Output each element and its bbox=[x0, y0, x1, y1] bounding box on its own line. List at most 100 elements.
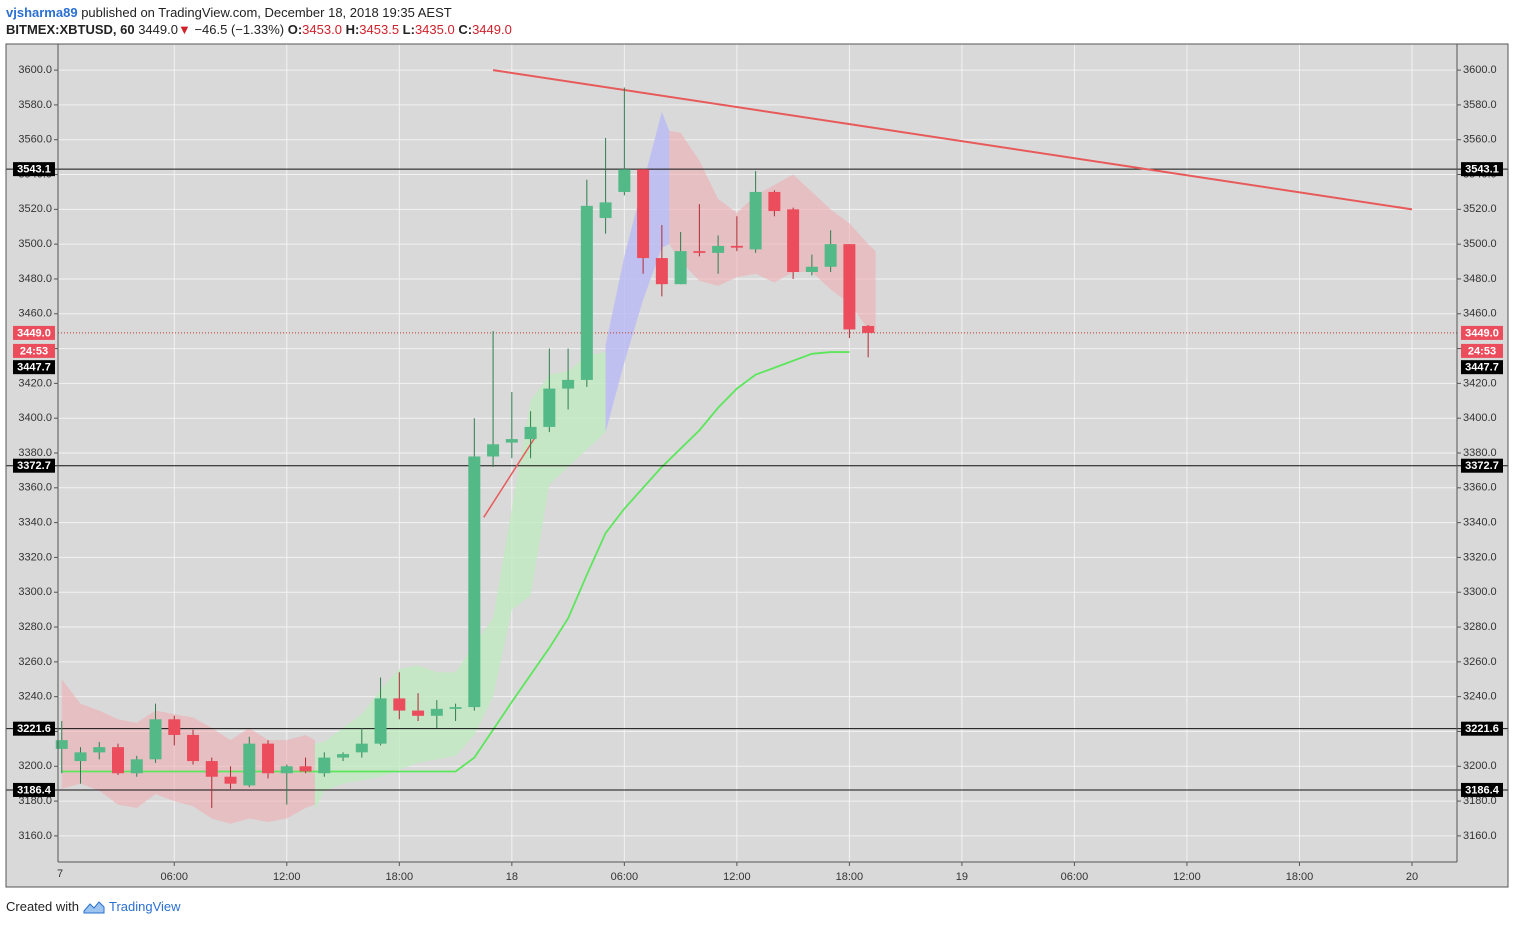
level-label-right: 3543.1 bbox=[1465, 164, 1499, 176]
candle-body bbox=[768, 191, 781, 212]
open-label: O: bbox=[287, 22, 303, 37]
y-tick-label-left: 3240.0 bbox=[18, 691, 52, 703]
candle-body bbox=[730, 245, 743, 248]
last-price-label-right: 3449.0 bbox=[1465, 327, 1499, 339]
y-tick-label-left: 3360.0 bbox=[18, 482, 52, 494]
candle-body bbox=[562, 379, 575, 389]
y-tick-label-right: 3300.0 bbox=[1463, 586, 1497, 598]
chart-frame bbox=[5, 43, 1509, 888]
ref-price-label-left: 3447.7 bbox=[17, 362, 51, 374]
level-label-left-box bbox=[13, 162, 55, 177]
symbol-label: BITMEX:XBTUSD, 60 bbox=[6, 22, 135, 37]
y-tick-label-left: 3560.0 bbox=[18, 134, 52, 146]
y-tick-label-left: 3160.0 bbox=[18, 830, 52, 842]
candle-body bbox=[262, 743, 275, 774]
candle-body bbox=[149, 719, 162, 760]
y-tick-label-left: 3180.0 bbox=[18, 795, 52, 807]
open-value: 3453.0 bbox=[302, 22, 342, 37]
candle-body bbox=[862, 325, 875, 333]
candle-body bbox=[749, 191, 762, 250]
low-label: L: bbox=[402, 22, 415, 37]
y-tick-label-right: 3600.0 bbox=[1463, 64, 1497, 76]
author-link[interactable]: vjsharma89 bbox=[6, 5, 78, 20]
trendlines[interactable] bbox=[483, 69, 1413, 518]
candle-body bbox=[580, 205, 593, 380]
candle-body bbox=[468, 456, 481, 708]
x-tick-label: 18:00 bbox=[836, 871, 864, 883]
y-tick-label-right: 3340.0 bbox=[1463, 517, 1497, 529]
candle-body bbox=[205, 761, 218, 777]
countdown-label-right-box bbox=[1461, 343, 1503, 358]
tradingview-link[interactable]: TradingView bbox=[108, 899, 181, 914]
header-line-1: vjsharma89 published on TradingView.com,… bbox=[6, 5, 452, 20]
y-tick-label-right: 3380.0 bbox=[1463, 447, 1497, 459]
footer: Created with TradingView bbox=[6, 899, 181, 914]
y-tick-label-left: 3340.0 bbox=[18, 517, 52, 529]
horizontal-levels bbox=[6, 168, 1508, 791]
candle-body bbox=[487, 444, 500, 457]
y-tick-label-left: 3200.0 bbox=[18, 760, 52, 772]
y-tick-label-right: 3480.0 bbox=[1463, 273, 1497, 285]
level-label-right-box bbox=[1461, 782, 1503, 797]
candle-body bbox=[824, 244, 837, 267]
y-tick-label-right: 3320.0 bbox=[1463, 551, 1497, 563]
candle-body bbox=[55, 740, 68, 749]
candle-body bbox=[430, 708, 443, 716]
y-tick-label-right: 3580.0 bbox=[1463, 99, 1497, 111]
level-label-right-box bbox=[1461, 162, 1503, 177]
x-tick-label: 20 bbox=[1406, 871, 1418, 883]
y-tick-label-right: 3180.0 bbox=[1463, 795, 1497, 807]
band-red bbox=[669, 131, 876, 333]
countdown-label-left-box bbox=[13, 343, 55, 358]
change-value: −46.5 (−1.33%) bbox=[194, 22, 285, 37]
x-tick-label-first: 7 bbox=[57, 868, 63, 880]
y-tick-label-left: 3520.0 bbox=[18, 203, 52, 215]
y-tick-label-right: 3560.0 bbox=[1463, 134, 1497, 146]
level-label-right-box bbox=[1461, 721, 1503, 736]
y-tick-label-left: 3420.0 bbox=[18, 377, 52, 389]
candle-body bbox=[318, 757, 331, 774]
candle-body bbox=[299, 766, 312, 772]
candle-body bbox=[505, 439, 518, 443]
candle-body bbox=[674, 251, 687, 285]
level-label-left: 3372.7 bbox=[17, 460, 51, 472]
candle-body bbox=[449, 707, 462, 709]
candle-body bbox=[130, 759, 143, 774]
y-tick-label-left: 3320.0 bbox=[18, 551, 52, 563]
candle-body bbox=[74, 752, 87, 762]
y-tick-label-right: 3260.0 bbox=[1463, 656, 1497, 668]
level-label-left-box bbox=[13, 721, 55, 736]
level-label-right: 3221.6 bbox=[1465, 723, 1499, 735]
down-arrow-icon: ▼ bbox=[177, 22, 191, 37]
y-tick-label-left: 3460.0 bbox=[18, 308, 52, 320]
last-price-label-right-box bbox=[1461, 325, 1503, 340]
level-label-left: 3186.4 bbox=[17, 784, 52, 796]
candle-body bbox=[374, 698, 387, 744]
x-tick-label: 19 bbox=[956, 871, 968, 883]
x-tick-label: 06:00 bbox=[161, 871, 189, 883]
candle-body bbox=[618, 169, 631, 192]
candle-body bbox=[655, 258, 668, 285]
candle-body bbox=[599, 202, 612, 219]
price-labels: 3543.1 3543.1 3372.7 3372.7 3221.6 3221.6 3186… bbox=[13, 162, 1503, 797]
y-tick-label-left: 3280.0 bbox=[18, 621, 52, 633]
candle-body bbox=[168, 719, 181, 735]
y-tick-label-left: 3260.0 bbox=[18, 656, 52, 668]
y-tick-label-right: 3240.0 bbox=[1463, 691, 1497, 703]
y-tick-label-left: 3500.0 bbox=[18, 238, 52, 250]
candle-body bbox=[280, 766, 293, 774]
y-tick-label-left: 3400.0 bbox=[18, 412, 52, 424]
x-tick-label: 12:00 bbox=[273, 871, 301, 883]
y-tick-label-right: 3280.0 bbox=[1463, 621, 1497, 633]
candle-body bbox=[243, 743, 256, 786]
y-tick-label-left: 3600.0 bbox=[18, 64, 52, 76]
level-label-right: 3186.4 bbox=[1465, 784, 1500, 796]
y-tick-label-right: 3360.0 bbox=[1463, 482, 1497, 494]
high-label: H: bbox=[345, 22, 360, 37]
level-label-right: 3372.7 bbox=[1465, 460, 1499, 472]
candle-body bbox=[112, 747, 125, 774]
last-price-label-left: 3449.0 bbox=[17, 327, 51, 339]
level-label-left-box bbox=[13, 782, 55, 797]
close-value: 3449.0 bbox=[472, 22, 512, 37]
